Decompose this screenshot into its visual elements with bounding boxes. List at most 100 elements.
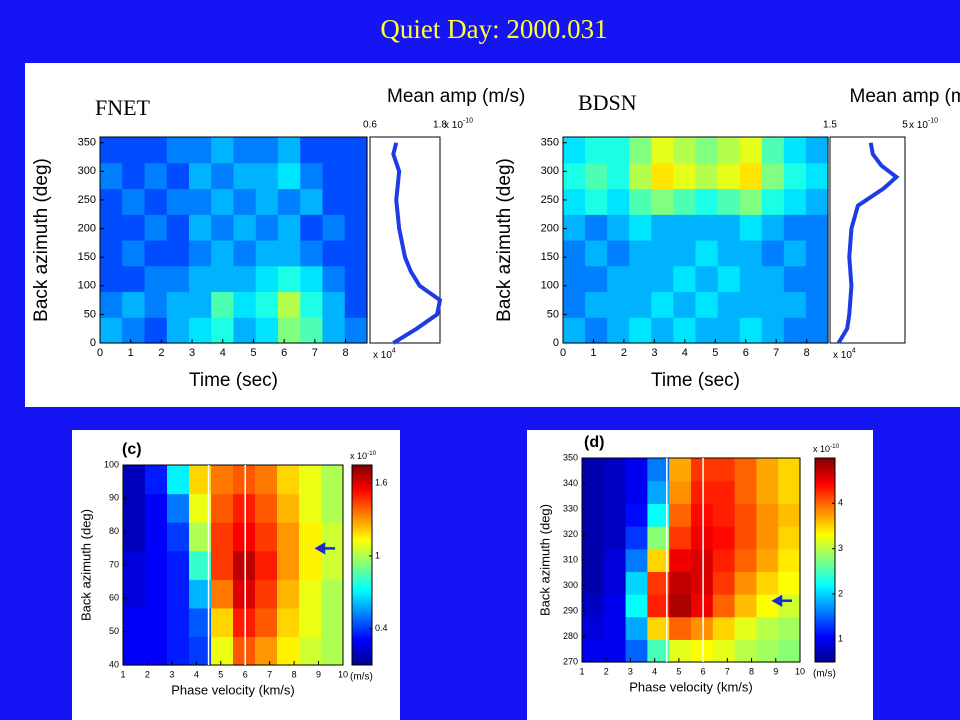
heat-cell xyxy=(144,137,168,164)
plot-frame xyxy=(562,136,829,344)
x-tick-label: 9 xyxy=(316,669,321,679)
heat-cell xyxy=(761,265,785,293)
heat-cell xyxy=(211,162,235,190)
heat-cell xyxy=(167,522,190,552)
amp-tick-label: 1.5 xyxy=(823,120,837,131)
y-tick-label: 0 xyxy=(553,337,559,349)
heat-cell xyxy=(603,639,627,663)
y-tick-label: 350 xyxy=(563,452,578,462)
heat-cell xyxy=(756,503,779,527)
heat-cell xyxy=(739,214,763,241)
heat-cell xyxy=(761,291,785,318)
y-tick-label: 330 xyxy=(563,503,578,513)
heat-cell xyxy=(233,291,257,318)
heat-cell xyxy=(189,240,212,267)
heat-cell xyxy=(651,214,675,241)
heat-cell xyxy=(805,240,829,267)
heat-cell xyxy=(166,214,190,241)
heat-cell xyxy=(603,458,627,482)
heat-cell xyxy=(344,162,368,190)
heat-cell xyxy=(189,636,212,666)
heat-cell xyxy=(739,291,763,318)
heat-cell xyxy=(607,214,630,241)
heat-cell xyxy=(651,137,675,164)
heat-cell xyxy=(167,579,190,609)
heat-cell xyxy=(563,240,586,267)
heat-cell xyxy=(189,493,212,523)
heat-cell xyxy=(233,265,257,293)
scale-base: x 10 xyxy=(444,120,463,131)
heat-cell xyxy=(255,265,279,293)
heat-cell xyxy=(585,240,608,267)
heat-cell xyxy=(167,550,190,580)
heat-cell xyxy=(277,636,300,666)
heat-cell xyxy=(166,291,190,318)
heat-cell xyxy=(278,188,301,215)
heat-cell xyxy=(100,188,123,215)
heat-cell xyxy=(629,214,652,241)
heat-cell xyxy=(695,162,719,190)
x-axis-label: Phase velocity (km/s) xyxy=(629,679,753,694)
heat-cell xyxy=(321,493,344,523)
heat-cell xyxy=(717,240,741,267)
heat-cell xyxy=(321,636,344,666)
colorbar-tick-label: 2 xyxy=(838,588,843,598)
y-tick-label: 300 xyxy=(563,580,578,590)
heat-cell xyxy=(669,594,692,618)
heat-cell xyxy=(695,317,719,344)
x-tick-label: 8 xyxy=(342,347,348,359)
heat-cell xyxy=(778,503,801,527)
heat-cell xyxy=(625,458,648,482)
heat-cell xyxy=(669,571,692,595)
heat-cell xyxy=(344,291,368,318)
y-axis-label: Back azimuth (deg) xyxy=(78,509,93,621)
heat-cell xyxy=(647,639,670,663)
heat-cell xyxy=(299,636,322,666)
heat-cell xyxy=(277,550,300,580)
y-tick-label: 250 xyxy=(78,194,96,206)
amp-tick-label: 5 xyxy=(902,120,908,131)
x-axis-label: Time (sec) xyxy=(651,370,740,391)
heat-cell xyxy=(100,240,123,267)
heat-cell xyxy=(233,636,256,666)
heat-cell xyxy=(255,465,278,495)
heat-cell xyxy=(712,548,736,572)
heat-cell xyxy=(629,137,652,164)
heat-cell xyxy=(211,214,235,241)
x-tick-label: 10 xyxy=(338,669,348,679)
heat-cell xyxy=(805,137,829,164)
heat-cell xyxy=(122,137,146,164)
heat-cell xyxy=(691,616,714,640)
heat-cell xyxy=(712,503,736,527)
x-tick-label: 8 xyxy=(804,347,810,359)
heat-cell xyxy=(100,291,123,318)
heat-cell xyxy=(145,579,168,609)
heat-cell xyxy=(563,137,586,164)
heat-cell xyxy=(629,317,652,344)
amp-line xyxy=(391,142,443,345)
heat-cell xyxy=(669,480,692,504)
heat-cell xyxy=(783,214,807,241)
scale-exp: -10 xyxy=(367,450,377,457)
heat-cell xyxy=(233,493,256,523)
heat-cell xyxy=(100,317,123,344)
heat-cell xyxy=(144,214,168,241)
heat-cell xyxy=(673,214,697,241)
heat-cell xyxy=(607,188,630,215)
scale-label: x 10-10 xyxy=(444,117,473,130)
scale-label: x 10-10 xyxy=(813,443,840,455)
heat-cell xyxy=(122,214,146,241)
y-axis-label: Back azimuth (deg) xyxy=(494,158,515,322)
heat-cell xyxy=(344,317,368,344)
heat-cell xyxy=(144,162,168,190)
amp-tick-label: 0.6 xyxy=(363,120,377,131)
y-tick-label: 280 xyxy=(563,631,578,641)
heat-cell xyxy=(607,317,630,344)
heat-cell xyxy=(669,526,692,550)
x-tick-label: 5 xyxy=(712,347,718,359)
heat-cell xyxy=(651,291,675,318)
heat-cell xyxy=(582,503,605,527)
heat-cell xyxy=(669,458,692,482)
heat-cell xyxy=(778,526,801,550)
x-tick-label: 5 xyxy=(250,347,256,359)
